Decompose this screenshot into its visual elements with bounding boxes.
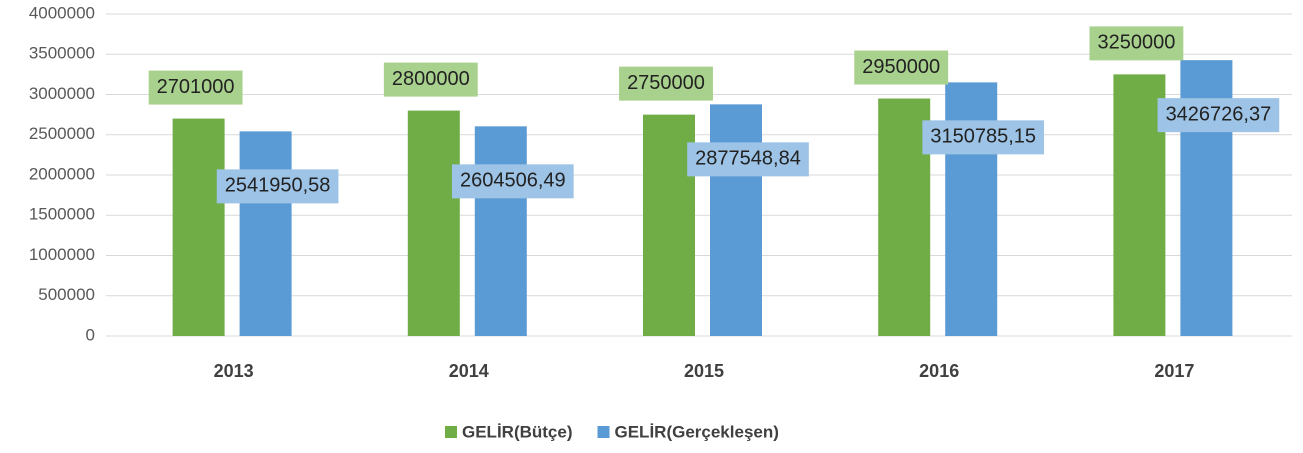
bar	[239, 131, 292, 336]
data-label-group: 2877548,84	[687, 142, 809, 177]
label-box	[1089, 26, 1184, 61]
data-label: 2750000	[627, 72, 705, 94]
y-tick-label: 4000000	[29, 3, 95, 22]
bar	[407, 110, 460, 336]
data-label-group: 3250000	[1089, 26, 1184, 61]
data-labels: 2701000 2541950,58 2800000 2604506,49 275000…	[148, 26, 1280, 204]
data-label-group: 3150785,15	[922, 120, 1045, 155]
label-box	[148, 70, 243, 105]
x-tick-label: 2016	[919, 361, 959, 381]
bar	[710, 104, 762, 336]
bar	[1113, 74, 1166, 336]
y-tick-label: 2000000	[29, 164, 95, 183]
data-label-group: 2604506,49	[451, 164, 574, 199]
data-label-group: 2750000	[619, 66, 713, 101]
bar	[172, 118, 225, 336]
data-label: 2800000	[392, 68, 470, 90]
x-tick-label: 2017	[1154, 361, 1194, 381]
data-label-group: 2800000	[383, 62, 478, 97]
data-label: 2701000	[157, 76, 235, 98]
data-label-group: 2701000	[148, 70, 243, 105]
data-label-group: 2950000	[854, 50, 949, 85]
bar	[878, 98, 931, 337]
legend-label: GELİR(Gerçekleşen)	[615, 422, 779, 441]
legend-swatch	[445, 426, 457, 438]
data-label: 2877548,84	[695, 148, 801, 170]
data-label: 2604506,49	[460, 170, 566, 192]
bar	[474, 126, 527, 337]
data-label: 2950000	[862, 56, 940, 78]
label-box	[383, 62, 478, 97]
label-box	[687, 142, 809, 177]
x-tick-label: 2015	[684, 361, 724, 381]
data-label-group: 3426726,37	[1157, 98, 1280, 133]
data-label: 3150785,15	[930, 126, 1036, 148]
label-box	[854, 50, 949, 85]
y-tick-label: 3500000	[29, 44, 95, 63]
x-tick-label: 2013	[214, 361, 254, 381]
data-label: 2541950,58	[225, 175, 331, 197]
y-tick-label: 0	[86, 325, 95, 344]
data-label: 3426726,37	[1166, 103, 1272, 125]
legend-label: GELİR(Bütçe)	[462, 422, 573, 441]
label-box	[619, 66, 713, 101]
data-label-group: 2541950,58	[216, 169, 339, 204]
legend-swatch	[597, 426, 610, 438]
label-box	[216, 169, 339, 204]
data-label: 3250000	[1097, 32, 1175, 54]
label-box	[451, 164, 574, 199]
y-tick-label: 2500000	[29, 124, 95, 143]
label-box	[922, 120, 1045, 155]
y-tick-label: 1500000	[29, 205, 95, 224]
y-tick-label: 3000000	[29, 84, 95, 103]
bar	[643, 114, 695, 336]
y-tick-label: 500000	[38, 285, 95, 304]
x-tick-label: 2014	[449, 361, 489, 381]
label-box	[1157, 98, 1280, 133]
y-tick-label: 1000000	[29, 245, 95, 264]
